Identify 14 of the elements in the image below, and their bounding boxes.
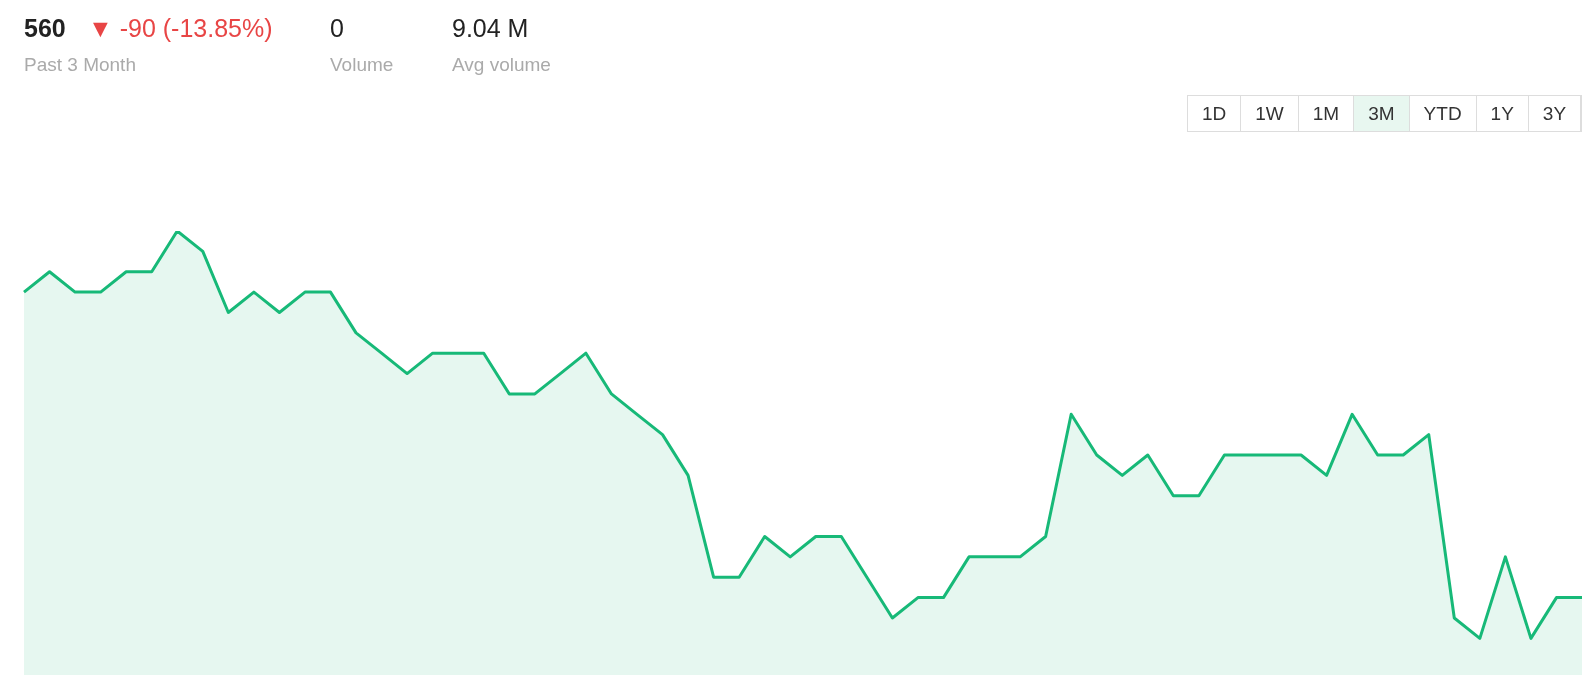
text: 0 bbox=[330, 14, 344, 43]
text: 3M bbox=[1354, 96, 1410, 131]
chart-title: 560 bbox=[24, 14, 66, 43]
text: 3Y bbox=[1528, 96, 1582, 131]
text: ▼ -90 (-13.85%) bbox=[88, 14, 273, 43]
text: 1W bbox=[1241, 96, 1299, 131]
text: 1D bbox=[1188, 96, 1242, 131]
text: 1M bbox=[1298, 96, 1355, 131]
text: Volume bbox=[330, 54, 394, 76]
text: 9.04 M bbox=[452, 14, 529, 43]
text: 1Y bbox=[1476, 96, 1529, 131]
text: Avg volume bbox=[452, 54, 551, 76]
text: YTD bbox=[1409, 96, 1477, 131]
text: Past 3 Month bbox=[24, 54, 136, 76]
